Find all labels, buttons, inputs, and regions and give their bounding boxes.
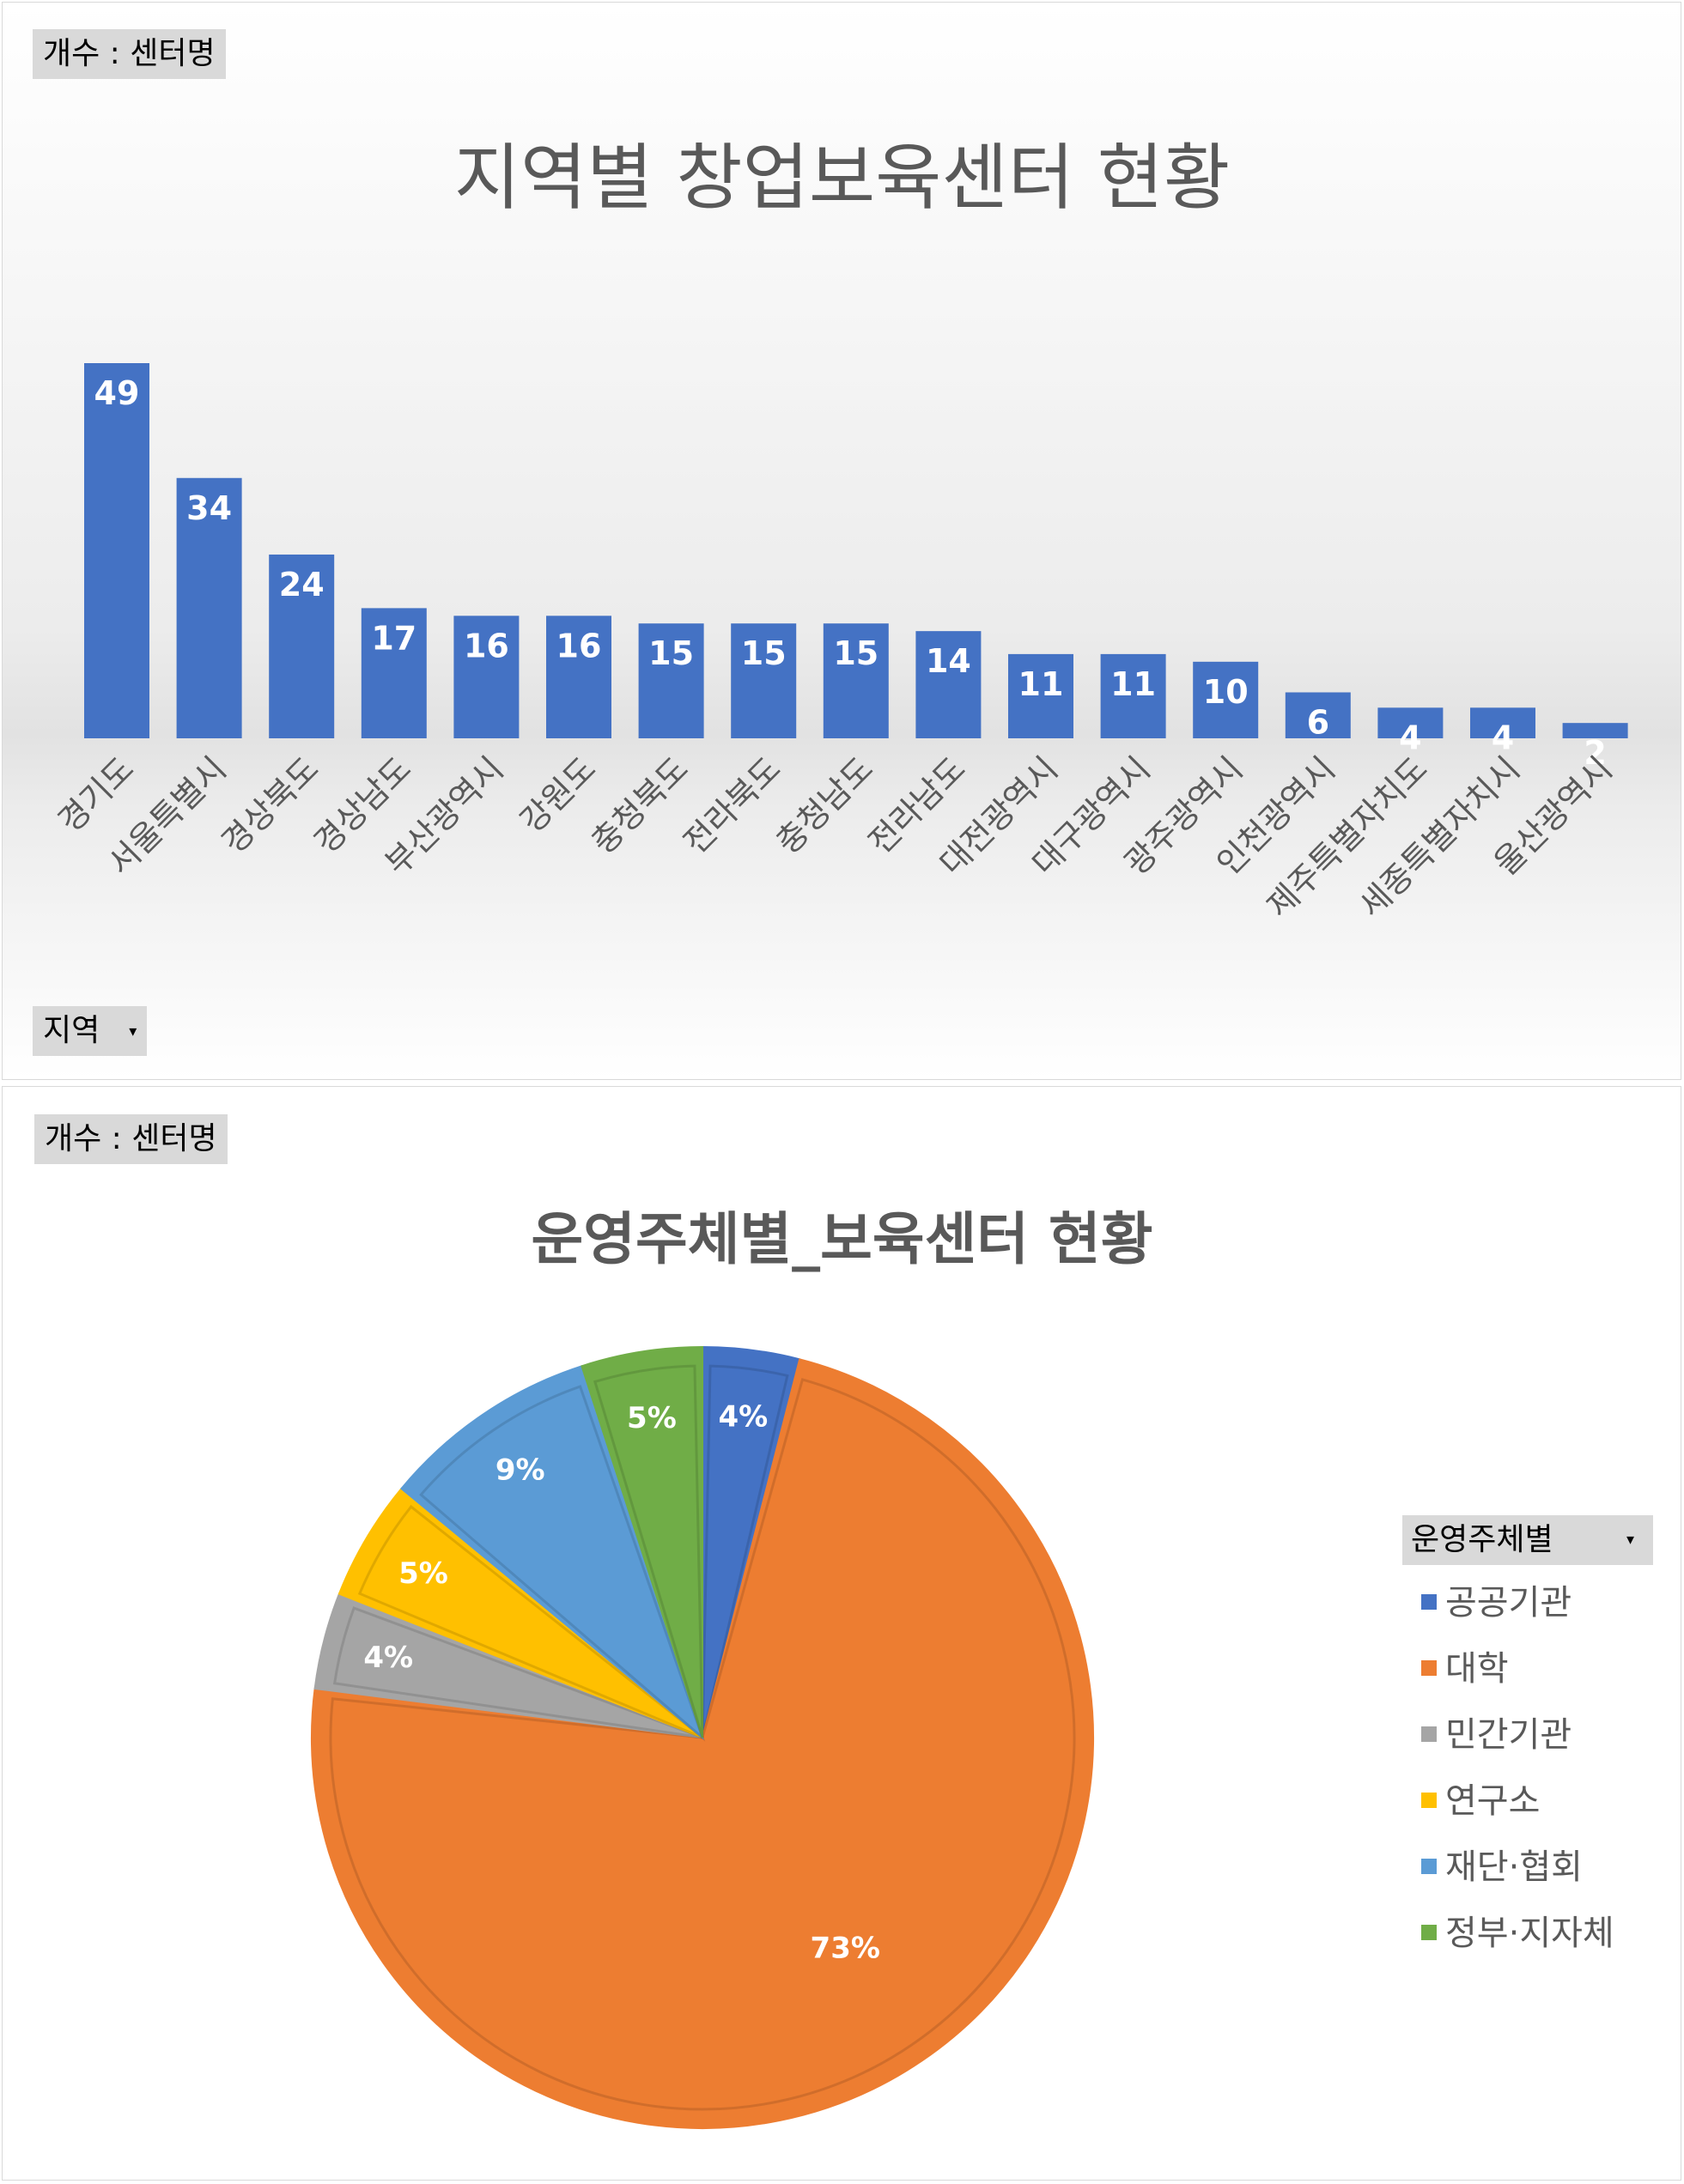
bar-value-label: 4	[1399, 719, 1421, 756]
legend-label: 민간기관	[1445, 1715, 1572, 1755]
bar	[1193, 661, 1259, 738]
legend-swatch	[1421, 1594, 1437, 1610]
bar-value-field-label: 개수 : 센터명	[43, 36, 216, 71]
bar	[176, 477, 242, 738]
pie-slice-inner	[701, 1364, 789, 1738]
bar-value-label: 11	[1110, 665, 1156, 703]
bar	[731, 623, 797, 738]
pie-slice-inner	[419, 1385, 706, 1742]
pie-value-label: 5%	[398, 1556, 448, 1591]
bar-value-label: 16	[556, 627, 602, 664]
legend-item: 민간기관	[1421, 1714, 1572, 1756]
legend-label: 연구소	[1445, 1781, 1541, 1821]
bar-value-label: 2	[1584, 734, 1606, 772]
legend-swatch	[1421, 1793, 1437, 1808]
bar-chart-title: 지역별 창업보육센터 현황	[453, 136, 1231, 220]
bar	[269, 554, 335, 738]
pie-chart-title: 운영주체별_보육센터 현황	[531, 1206, 1153, 1272]
bar	[823, 623, 889, 738]
legend-item: 대학	[1421, 1647, 1509, 1690]
bar	[1285, 692, 1351, 738]
chevron-down-icon: ▾	[1626, 1531, 1634, 1549]
pie-value-label: 5%	[627, 1401, 677, 1435]
chevron-down-icon: ▾	[129, 1022, 137, 1040]
bar	[1377, 707, 1444, 738]
legend-field-dropdown[interactable]: 운영주체별 ▾	[1402, 1515, 1653, 1565]
pie-slice-inner	[357, 1504, 703, 1739]
bar-value-label: 15	[648, 634, 694, 672]
axis-field-dropdown[interactable]: 지역 ▾	[33, 1006, 148, 1056]
bar	[915, 631, 982, 738]
bar	[1470, 707, 1535, 738]
pie-value-label: 4%	[718, 1399, 768, 1434]
bar	[1100, 653, 1166, 738]
legend-label: 대학	[1445, 1649, 1509, 1689]
bar	[453, 616, 520, 738]
bar-value-label: 16	[464, 627, 509, 664]
pie-slice-inner	[329, 1378, 1076, 2111]
bar-value-label: 34	[186, 489, 232, 527]
bar-chart-panel	[2, 2, 1681, 1080]
bar-value-label: 15	[741, 634, 787, 672]
legend-swatch	[1421, 1660, 1437, 1676]
bar-value-label: 10	[1203, 673, 1249, 711]
bar-chart-plot: 49경기도34서울특별시24경상북도17경상남도16부산광역시16강원도15충청…	[51, 363, 1628, 925]
bar	[84, 363, 149, 738]
legend-label: 재단·협회	[1445, 1847, 1583, 1887]
legend-swatch	[1421, 1859, 1437, 1874]
bar	[361, 608, 427, 738]
pie-value-label: 9%	[495, 1453, 545, 1488]
bar-value-label: 14	[926, 642, 971, 680]
legend-title: 운영주체별	[1411, 1522, 1553, 1557]
legend-label: 정부·지자체	[1445, 1914, 1614, 1953]
pie-value-field-button[interactable]: 개수 : 센터명	[34, 1114, 228, 1164]
pie-value-field-label: 개수 : 센터명	[45, 1121, 217, 1156]
pie-value-label: 4%	[363, 1641, 413, 1675]
legend-item: 정부·지자체	[1421, 1912, 1614, 1955]
bar-value-label: 6	[1307, 703, 1329, 741]
pie-value-label: 73%	[811, 1932, 880, 1966]
pie-slice-inner	[332, 1606, 703, 1739]
legend-item: 연구소	[1421, 1780, 1540, 1823]
legend-swatch	[1421, 1726, 1437, 1742]
legend-swatch	[1421, 1925, 1437, 1940]
bar-value-label: 11	[1018, 665, 1064, 703]
legend-item: 재단·협회	[1421, 1846, 1583, 1889]
bar-value-label: 15	[833, 634, 878, 672]
bar-value-label: 4	[1492, 719, 1514, 756]
bar	[546, 616, 611, 738]
bar-value-label: 24	[279, 566, 325, 604]
bar	[1562, 723, 1628, 738]
bar	[638, 623, 704, 738]
legend-label: 공공기관	[1445, 1583, 1572, 1623]
legend-item: 공공기관	[1421, 1581, 1572, 1624]
pie-slice-inner	[593, 1364, 704, 1738]
bar-value-label: 49	[94, 374, 140, 412]
axis-field-label: 지역	[43, 1013, 100, 1048]
bar	[1008, 653, 1073, 738]
bar-value-field-button[interactable]: 개수 : 센터명	[33, 29, 226, 79]
bar-value-label: 17	[371, 619, 416, 657]
